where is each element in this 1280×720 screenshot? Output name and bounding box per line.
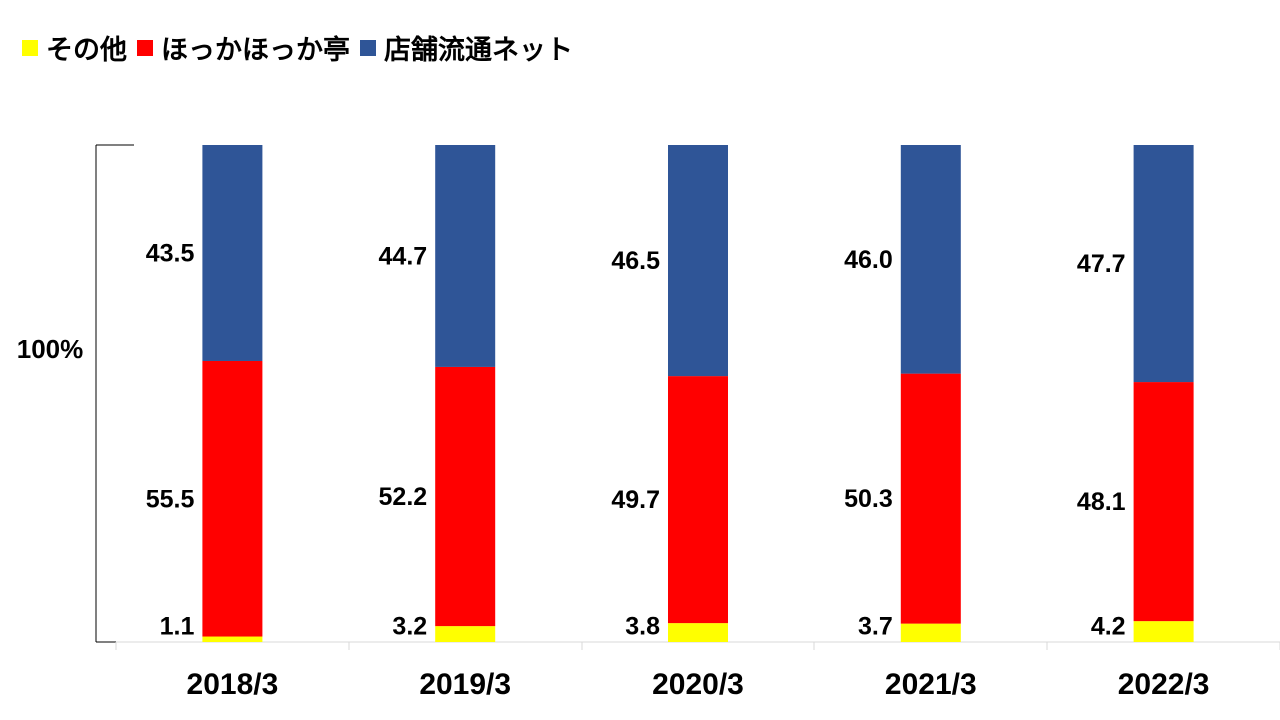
data-label-store-network: 46.0 [844, 246, 893, 274]
data-label-hokkahokka: 49.7 [611, 486, 660, 514]
y-axis-label: 100% [17, 334, 84, 364]
bar-other-2020-3 [668, 623, 728, 642]
bar-store-network-2022-3 [1133, 145, 1194, 383]
bar-other-2018-3 [202, 636, 263, 642]
bar-other-2021-3 [900, 623, 961, 642]
bar-hokkahokka-2018-3 [202, 360, 263, 637]
data-label-other: 3.7 [858, 613, 893, 641]
bar-hokkahokka-2020-3 [668, 376, 728, 624]
bar-store-network-2018-3 [202, 145, 263, 361]
legend-label-hokkahokka: ほっかほっか亭 [161, 35, 350, 66]
bar-hokkahokka-2019-3 [435, 366, 496, 627]
data-label-store-network: 44.7 [379, 243, 428, 271]
data-label-other: 3.2 [392, 613, 427, 641]
bar-store-network-2019-3 [435, 145, 496, 367]
x-tick-label: 2021/3 [885, 668, 977, 701]
legend-swatch-hokkahokka [137, 39, 153, 56]
legend-swatch-other [22, 39, 38, 56]
bar-hokkahokka-2021-3 [900, 373, 961, 624]
legend-label-store-network: 店舗流通ネット [384, 35, 573, 66]
bar-hokkahokka-2022-3 [1133, 382, 1194, 622]
bar-other-2022-3 [1133, 621, 1194, 642]
x-tick-label: 2018/3 [187, 668, 279, 701]
data-label-hokkahokka: 55.5 [146, 485, 195, 513]
bar-other-2019-3 [435, 626, 496, 642]
bar-store-network-2020-3 [668, 145, 728, 377]
legend-item-store-network: 店舗流通ネット [360, 28, 573, 67]
data-label-other: 1.1 [160, 613, 195, 641]
bar-store-network-2021-3 [900, 145, 961, 374]
x-tick-label: 2022/3 [1118, 668, 1210, 701]
data-label-hokkahokka: 50.3 [844, 485, 893, 513]
data-label-other: 3.8 [625, 613, 660, 641]
x-tick-label: 2019/3 [419, 668, 511, 701]
data-label-other: 4.2 [1091, 613, 1126, 641]
data-label-store-network: 47.7 [1077, 250, 1126, 278]
legend: その他 ほっかほっか亭 店舗流通ネット [22, 28, 583, 67]
data-label-store-network: 46.5 [611, 247, 660, 275]
legend-label-other: その他 [46, 35, 127, 66]
data-label-hokkahokka: 48.1 [1077, 488, 1126, 516]
legend-item-other: その他 [22, 28, 127, 67]
x-tick-label: 2020/3 [652, 668, 744, 701]
legend-item-hokkahokka: ほっかほっか亭 [137, 28, 350, 67]
legend-swatch-store-network [360, 39, 376, 56]
data-label-store-network: 43.5 [146, 240, 195, 268]
data-label-hokkahokka: 52.2 [379, 483, 428, 511]
